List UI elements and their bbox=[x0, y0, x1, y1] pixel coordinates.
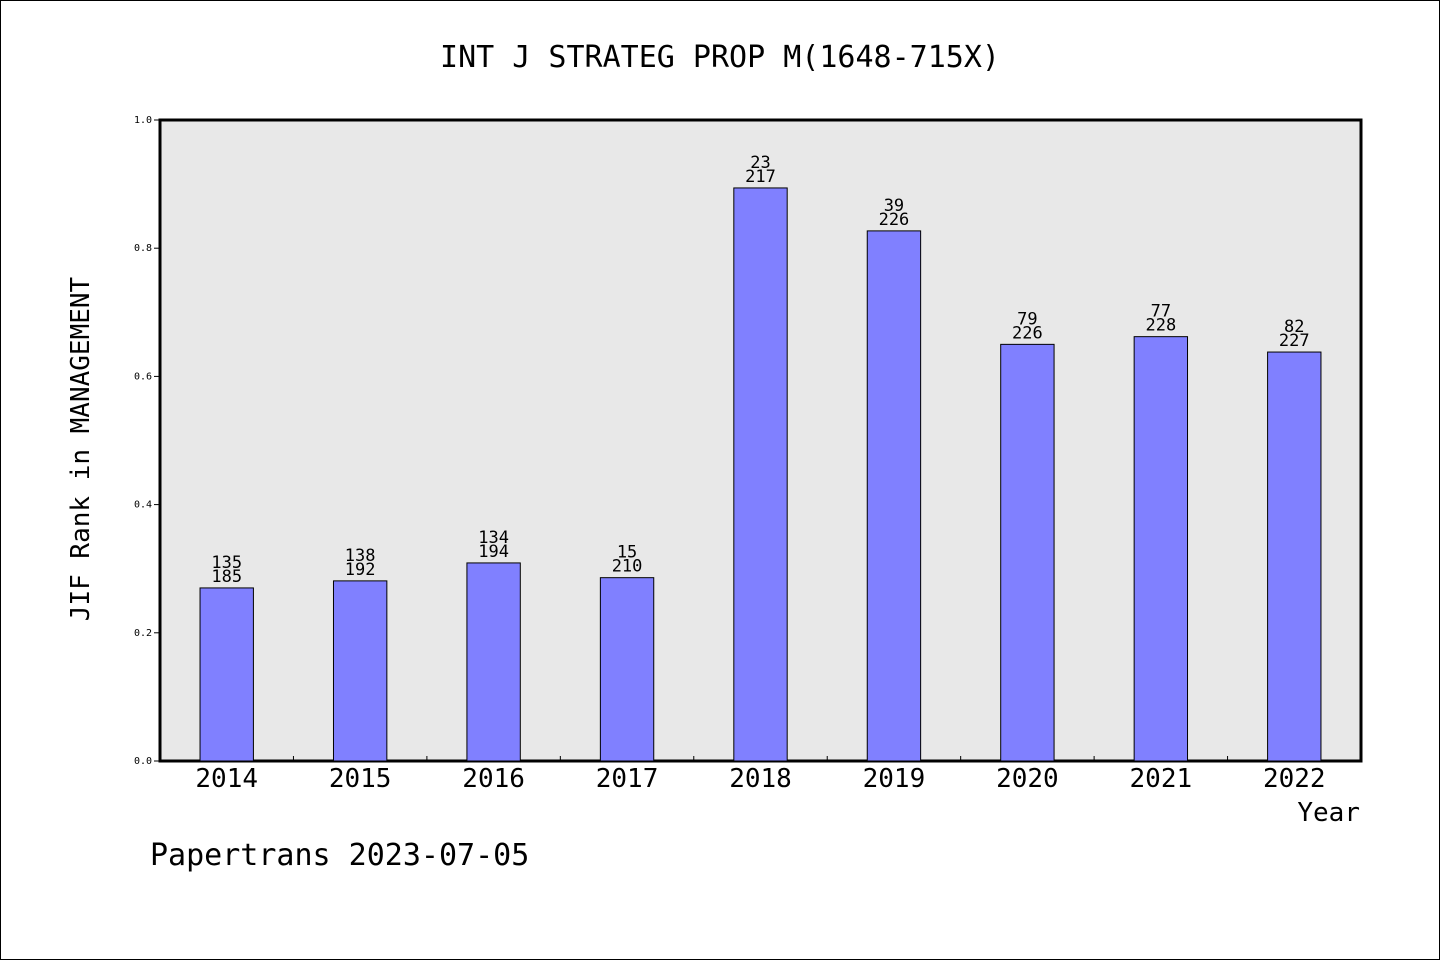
bars bbox=[199, 187, 1322, 762]
bar bbox=[599, 577, 655, 762]
x-tick-label: 2022 bbox=[1263, 764, 1326, 794]
bar-label-rank: 134 bbox=[478, 528, 509, 548]
bar bbox=[1133, 336, 1189, 762]
x-tick-label: 2014 bbox=[195, 764, 258, 794]
y-tick-label: 0.4 bbox=[134, 500, 152, 511]
y-tick-label: 0.8 bbox=[134, 243, 152, 254]
bar-label-total: 217 bbox=[745, 167, 776, 187]
bar-label-rank: 77 bbox=[1151, 302, 1171, 322]
bar-label-total: 226 bbox=[1012, 323, 1043, 343]
bar bbox=[1000, 343, 1055, 762]
x-tick-label: 2015 bbox=[329, 764, 392, 794]
bar-label-rank: 138 bbox=[345, 546, 376, 566]
y-tick-label: 1.0 bbox=[134, 115, 152, 126]
bar bbox=[199, 587, 254, 762]
chart-title: INT J STRATEG PROP M(1648-715X) bbox=[440, 40, 1000, 75]
y-axis-ticks: 0.0 0.2 0.4 0.6 0.8 1.0 bbox=[134, 115, 160, 767]
x-tick-label: 2017 bbox=[596, 764, 659, 794]
bar-label-rank: 39 bbox=[884, 196, 904, 216]
x-tick-label: 2019 bbox=[863, 764, 926, 794]
x-axis-label: Year bbox=[1297, 798, 1360, 828]
x-axis-ticks: 2014 2015 2016 2017 2018 2019 2020 2021 2022 bbox=[195, 756, 1326, 794]
y-tick-label: 0.6 bbox=[134, 371, 152, 382]
bar-label-rank: 15 bbox=[617, 543, 637, 563]
bar bbox=[1267, 351, 1322, 762]
bar-label-rank: 82 bbox=[1284, 317, 1304, 337]
x-tick-label: 2018 bbox=[729, 764, 792, 794]
y-tick-label: 0.0 bbox=[134, 756, 152, 767]
bar-label-total: 210 bbox=[612, 557, 643, 577]
y-tick-label: 0.2 bbox=[134, 628, 152, 639]
bar bbox=[332, 580, 388, 762]
x-tick-label: 2021 bbox=[1130, 764, 1193, 794]
bar bbox=[866, 230, 922, 762]
bar-label-total: 194 bbox=[478, 542, 509, 562]
bar-label-total: 192 bbox=[345, 560, 376, 580]
bar bbox=[733, 187, 788, 762]
x-tick-label: 2016 bbox=[462, 764, 525, 794]
bar-label-total: 228 bbox=[1145, 316, 1176, 336]
footer-source: Papertrans 2023-07-05 bbox=[150, 838, 529, 873]
bar-label-rank: 79 bbox=[1017, 309, 1037, 329]
x-tick-label: 2020 bbox=[996, 764, 1059, 794]
bar-label-total: 185 bbox=[211, 567, 242, 587]
bar-label-total: 226 bbox=[879, 210, 910, 230]
bar bbox=[466, 562, 521, 762]
bar-label-rank: 23 bbox=[750, 153, 770, 173]
bar-label-total: 227 bbox=[1279, 331, 1310, 351]
y-axis-label: JIF Rank in MANAGEMENT bbox=[66, 276, 96, 621]
bar-label-rank: 135 bbox=[211, 553, 242, 573]
